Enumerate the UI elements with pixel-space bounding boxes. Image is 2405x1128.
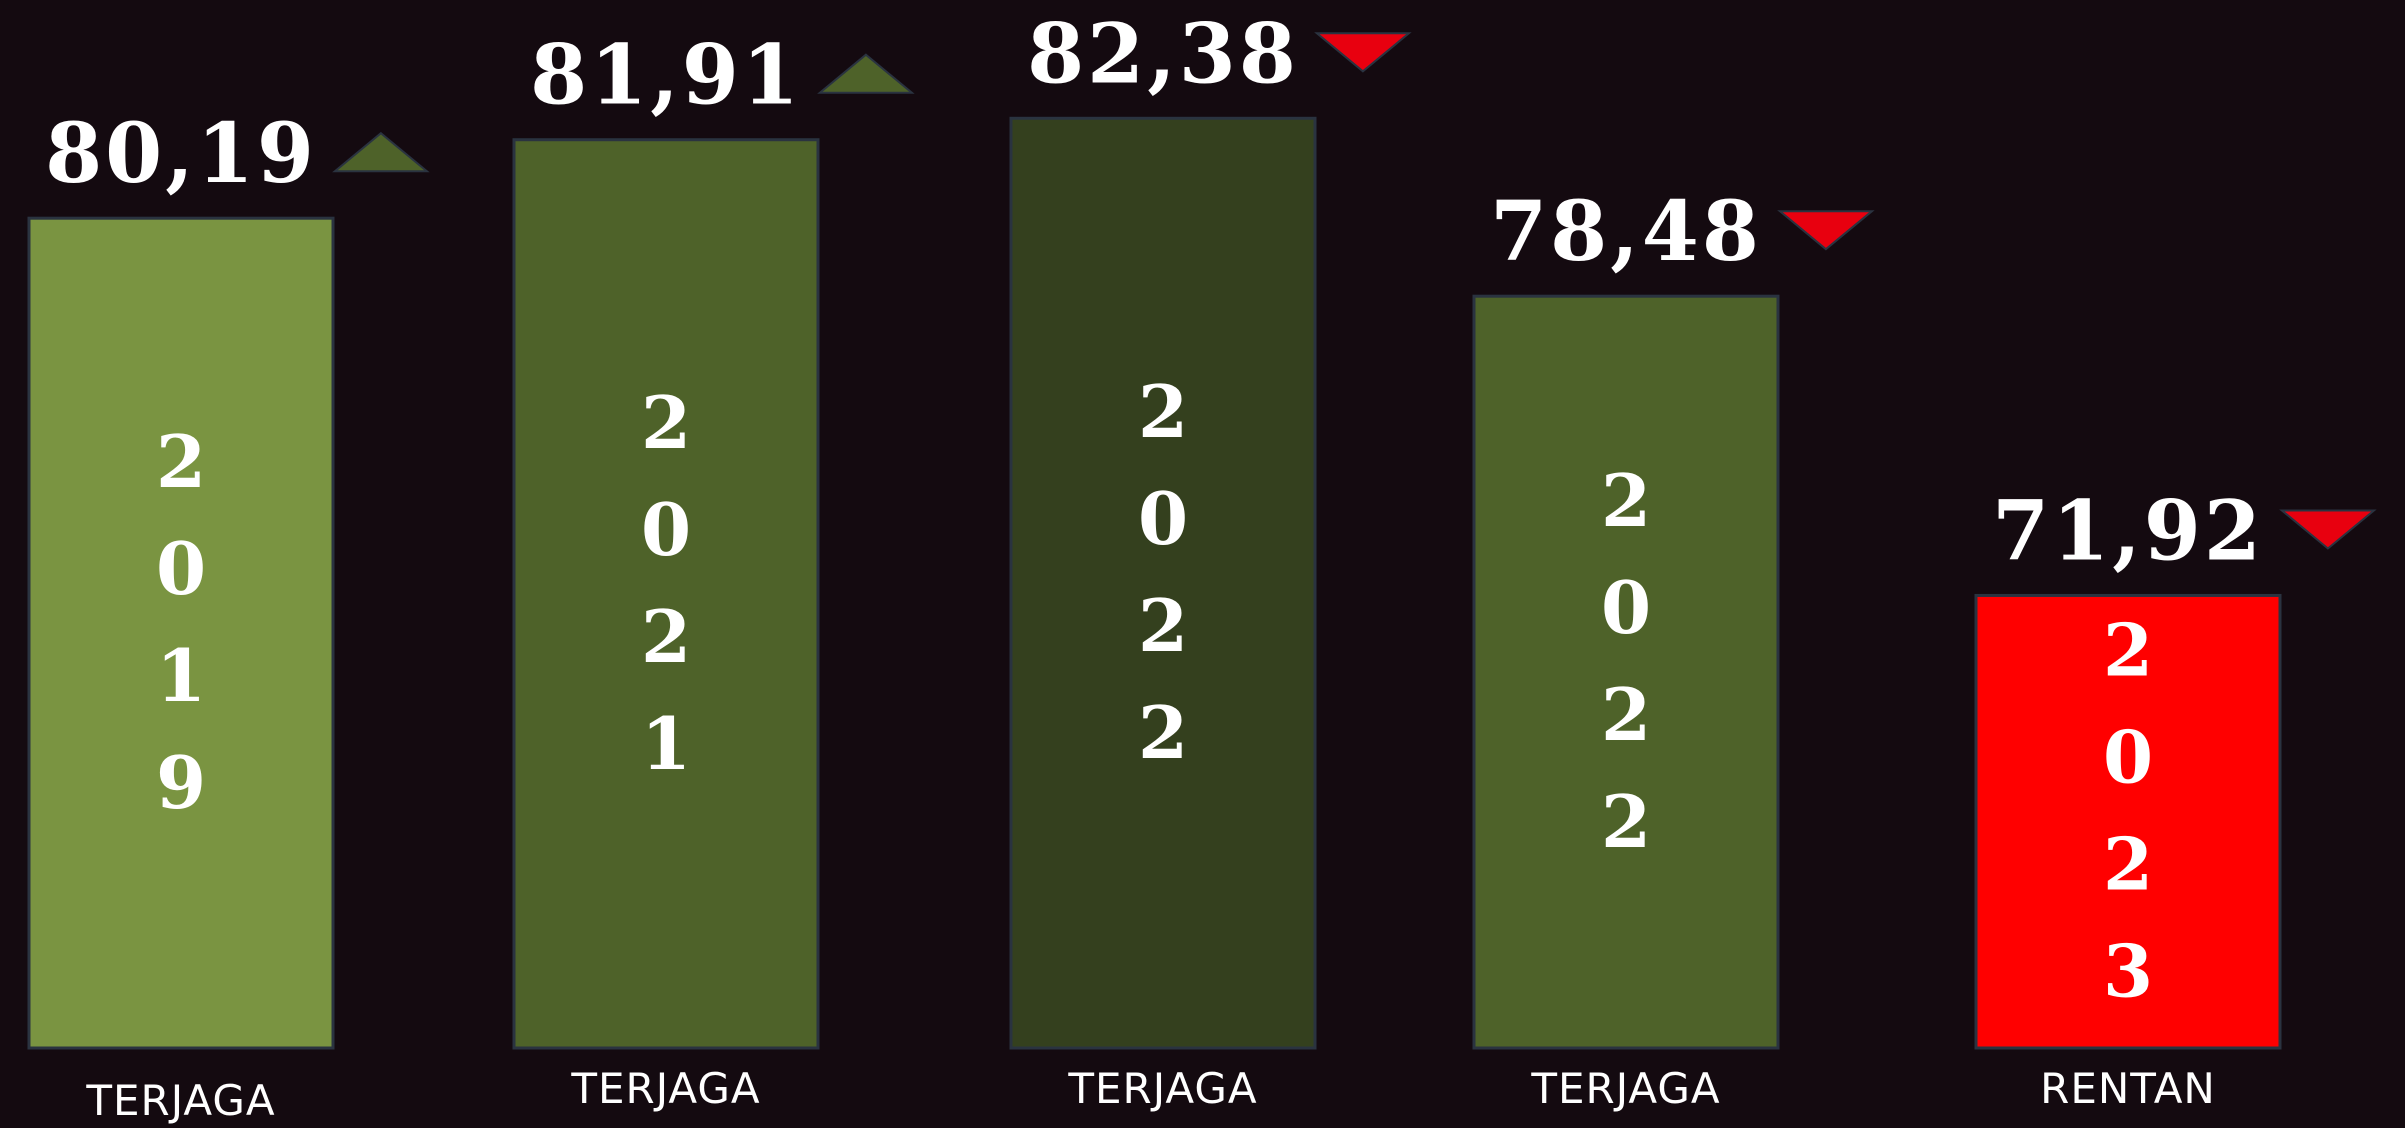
status-label: TERJAGA (1067, 1064, 1257, 1113)
value-label: 78,48 (1490, 184, 1762, 280)
trend-arrow (817, 53, 915, 94)
value-label: 80,19 (45, 106, 317, 202)
bar-year: 2019 (139, 419, 224, 847)
trend-arrow (1314, 32, 1412, 73)
status-label: TERJAGA (1530, 1064, 1720, 1113)
bar (1974, 593, 2282, 1050)
bar-year: 2022 (1584, 458, 1669, 886)
bar (1009, 116, 1317, 1050)
trend-arrow (332, 131, 430, 173)
trend-arrow (1777, 210, 1875, 251)
bar (512, 138, 820, 1050)
bar-year: 2021 (624, 380, 709, 808)
value-label: 71,92 (1992, 483, 2264, 579)
bar (1472, 294, 1780, 1050)
status-label: TERJAGA (85, 1076, 275, 1125)
status-label: TERJAGA (570, 1064, 760, 1113)
trend-arrow (2279, 509, 2377, 550)
status-label: RENTAN (2040, 1064, 2216, 1113)
bar (27, 216, 335, 1050)
value-label: 82,38 (1027, 6, 1299, 102)
value-label: 81,91 (530, 28, 802, 124)
bar-year: 2022 (1121, 369, 1206, 797)
bar-year: 2023 (2086, 608, 2171, 1036)
